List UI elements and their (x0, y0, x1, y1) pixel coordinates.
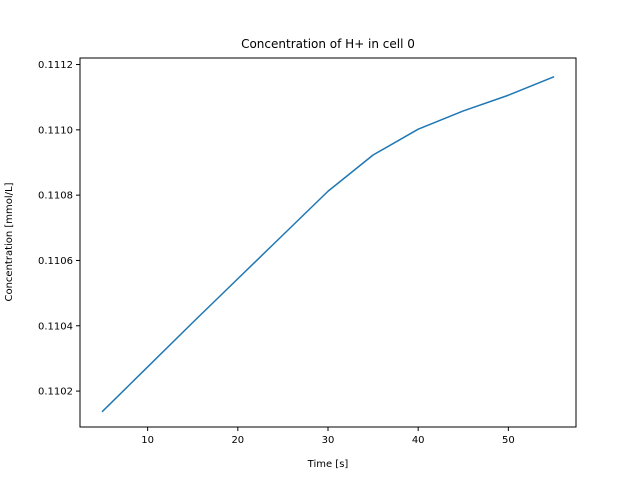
axes-frame (79, 57, 577, 428)
x-tick-label: 20 (231, 435, 244, 446)
x-axis-label: Time [s] (307, 459, 349, 470)
y-tick-label: 0.1106 (38, 256, 73, 267)
y-tick-label: 0.1108 (38, 191, 73, 202)
y-axis-ticks: 0.1102 0.1104 0.1106 0.1108 0.1110 0.1112 (38, 60, 80, 398)
x-tick-label: 30 (322, 435, 335, 446)
y-tick-label: 0.1104 (38, 321, 73, 332)
x-axis-ticks: 10 20 30 40 50 (141, 427, 515, 446)
plot-area (101, 75, 555, 413)
y-tick-label: 0.1102 (38, 387, 73, 398)
chart-title: Concentration of H+ in cell 0 (241, 37, 415, 51)
y-axis-label: Concentration [mmol/L] (4, 182, 15, 301)
series-line (101, 75, 555, 413)
y-tick-label: 0.1112 (38, 60, 73, 71)
y-tick-label: 0.1110 (38, 125, 73, 136)
x-tick-label: 50 (502, 435, 515, 446)
x-tick-label: 10 (141, 435, 154, 446)
x-tick-label: 40 (412, 435, 425, 446)
